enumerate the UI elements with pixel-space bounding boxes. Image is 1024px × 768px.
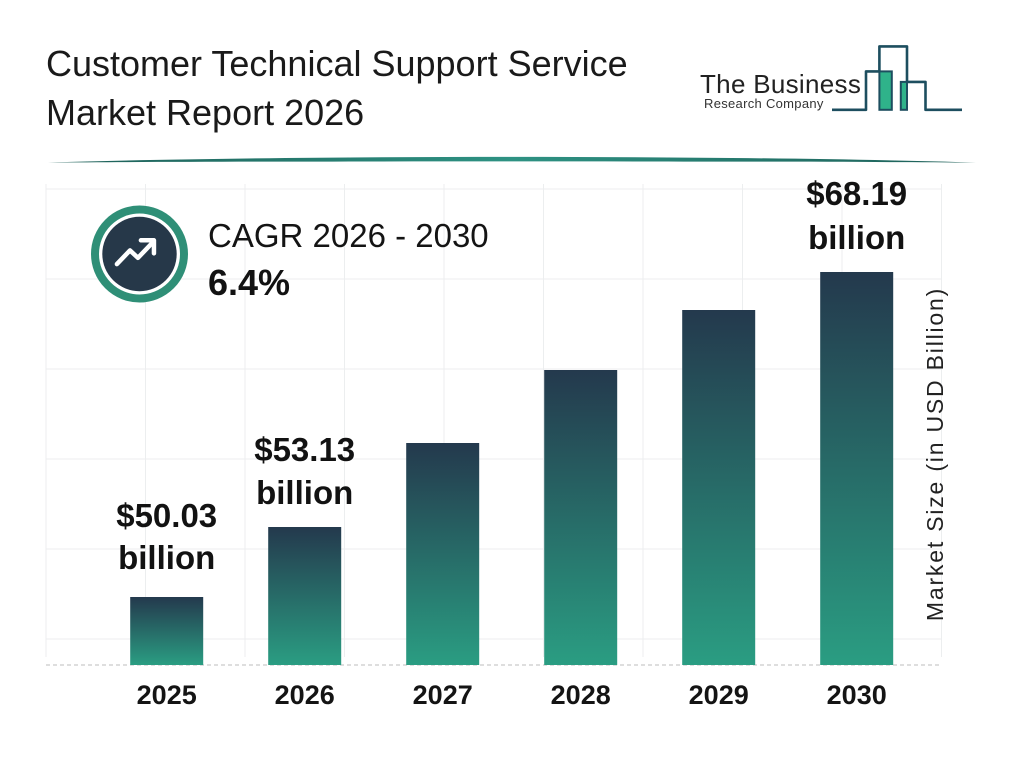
svg-text:billion: billion — [808, 219, 905, 256]
svg-text:2027: 2027 — [413, 680, 473, 710]
svg-text:The Business: The Business — [700, 69, 861, 99]
svg-text:2029: 2029 — [689, 680, 749, 710]
svg-text:2026: 2026 — [275, 680, 335, 710]
svg-text:$50.03: $50.03 — [116, 497, 217, 534]
svg-text:Research Company: Research Company — [704, 96, 824, 111]
svg-text:2025: 2025 — [137, 680, 197, 710]
svg-text:2028: 2028 — [551, 680, 611, 710]
svg-text:Market Size (in USD Billion): Market Size (in USD Billion) — [922, 287, 948, 621]
svg-text:$68.19: $68.19 — [806, 175, 907, 212]
svg-text:billion: billion — [256, 474, 353, 511]
svg-text:CAGR 2026 - 2030: CAGR 2026 - 2030 — [208, 217, 489, 254]
svg-text:6.4%: 6.4% — [208, 262, 290, 303]
svg-text:2030: 2030 — [827, 680, 887, 710]
svg-text:$53.13: $53.13 — [254, 431, 355, 468]
svg-text:billion: billion — [118, 539, 215, 576]
